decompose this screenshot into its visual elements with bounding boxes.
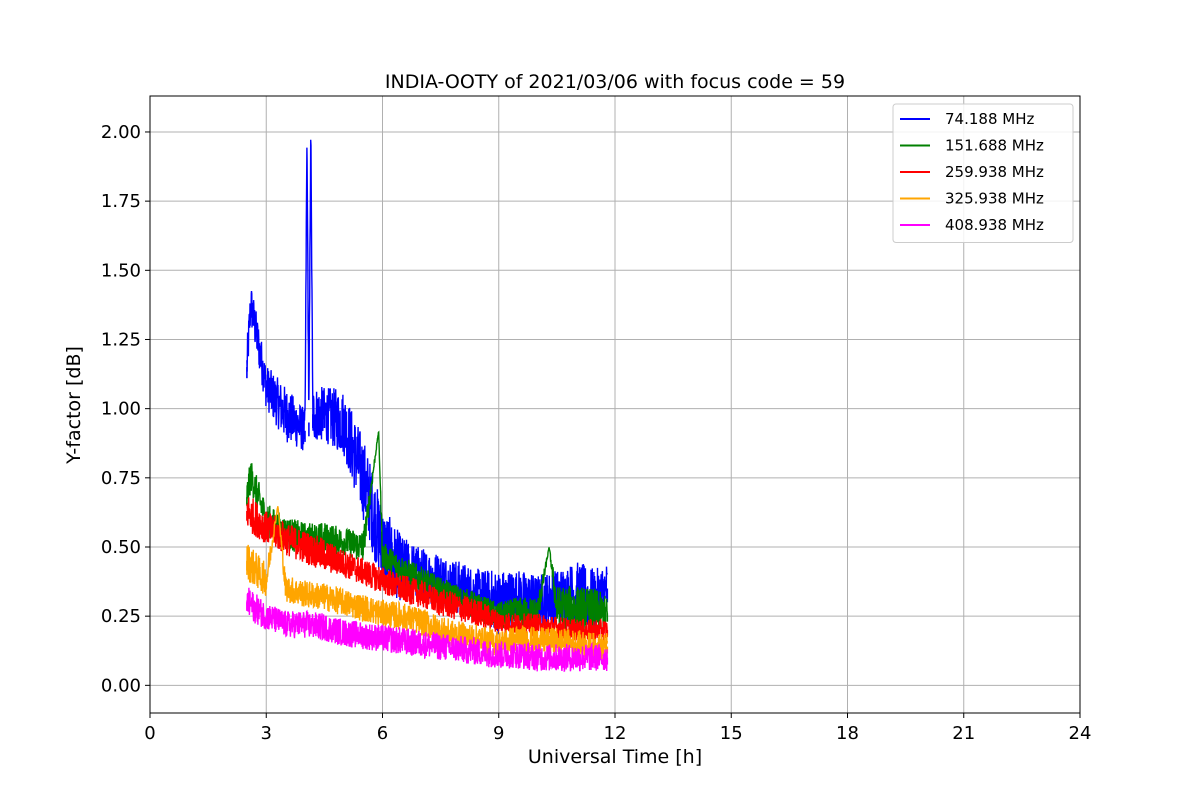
x-tick-label: 9 xyxy=(493,723,504,744)
chart-title: INDIA-OOTY of 2021/03/06 with focus code… xyxy=(385,71,845,93)
series-259-938-mhz xyxy=(246,497,609,641)
x-tick-label: 3 xyxy=(261,723,272,744)
y-tick-label: 1.00 xyxy=(101,399,141,420)
y-tick-label: 1.25 xyxy=(101,329,141,350)
x-axis: 0 3 6 9 12 15 18 21 24 xyxy=(144,713,1091,744)
legend: 74.188 MHz 151.688 MHz 259.938 MHz 325.938 … xyxy=(892,103,1074,243)
y-tick-label: 0.50 xyxy=(101,537,141,558)
x-tick-label: 12 xyxy=(604,723,627,744)
legend-label: 325.938 MHz xyxy=(945,190,1044,208)
x-tick-label: 21 xyxy=(952,723,975,744)
x-axis-label: Universal Time [h] xyxy=(528,746,702,768)
y-tick-label: 0.75 xyxy=(101,468,141,489)
legend-item: 151.688 MHz xyxy=(900,137,1044,155)
legend-label: 408.938 MHz xyxy=(945,216,1044,234)
legend-label: 151.688 MHz xyxy=(945,137,1044,155)
plot-area xyxy=(246,139,609,673)
y-axis-label: Y-factor [dB] xyxy=(63,346,85,465)
y-tick-label: 0.00 xyxy=(101,675,141,696)
legend-box xyxy=(892,103,1074,243)
legend-item: 259.938 MHz xyxy=(900,163,1044,181)
series-line xyxy=(246,497,608,641)
legend-label: 259.938 MHz xyxy=(945,163,1044,181)
y-tick-label: 2.00 xyxy=(101,122,141,143)
x-tick-label: 6 xyxy=(377,723,388,744)
x-tick-label: 0 xyxy=(144,723,155,744)
series-line xyxy=(246,587,608,673)
x-tick-label: 24 xyxy=(1069,723,1092,744)
y-axis: 0.00 0.25 0.50 0.75 1.00 1.25 1.50 1.75 2.00 xyxy=(101,122,150,696)
legend-item: 74.188 MHz xyxy=(900,110,1034,128)
x-tick-label: 18 xyxy=(836,723,859,744)
legend-item: 408.938 MHz xyxy=(900,216,1044,234)
x-tick-label: 15 xyxy=(720,723,743,744)
y-tick-label: 1.75 xyxy=(101,191,141,212)
legend-label: 74.188 MHz xyxy=(945,110,1034,128)
series-line xyxy=(246,506,608,660)
y-tick-label: 1.50 xyxy=(101,260,141,281)
series-408-938-mhz xyxy=(246,587,609,673)
y-tick-label: 0.25 xyxy=(101,606,141,627)
legend-item: 325.938 MHz xyxy=(900,190,1044,208)
